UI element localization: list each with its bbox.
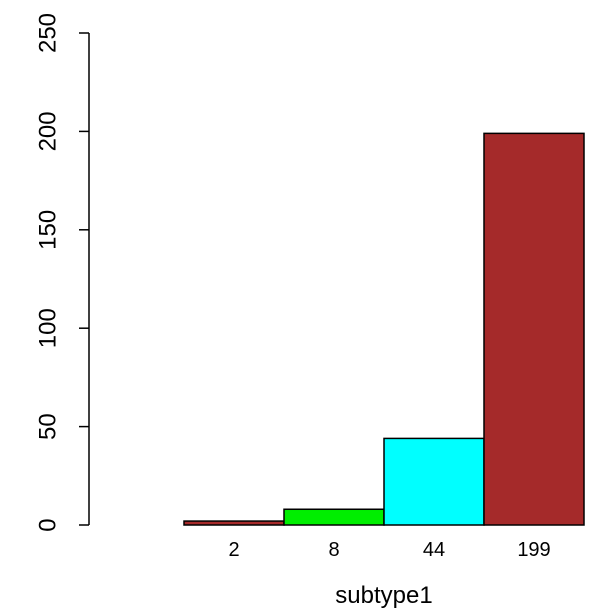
y-tick-label: 50 xyxy=(35,413,62,440)
y-tick-label: 0 xyxy=(35,518,62,531)
y-axis: 0 50 100 150 200 250 xyxy=(35,13,90,532)
x-tick-label: 199 xyxy=(517,539,550,561)
x-axis-title: subtype1 xyxy=(335,582,432,609)
y-tick-label: 200 xyxy=(35,111,62,151)
x-tick-label: 8 xyxy=(328,539,339,561)
bar-199 xyxy=(483,132,585,526)
x-tick-labels: 2 8 44 199 xyxy=(228,539,550,561)
bar-44 xyxy=(383,437,485,526)
y-tick-label: 100 xyxy=(35,308,62,348)
y-tick-label: 150 xyxy=(35,210,62,250)
x-tick-label: 44 xyxy=(423,539,445,561)
bars xyxy=(183,132,585,526)
bar-8 xyxy=(283,508,385,526)
x-tick-label: 2 xyxy=(228,539,239,561)
y-tick-label: 250 xyxy=(35,13,62,53)
bar-2 xyxy=(183,520,285,526)
